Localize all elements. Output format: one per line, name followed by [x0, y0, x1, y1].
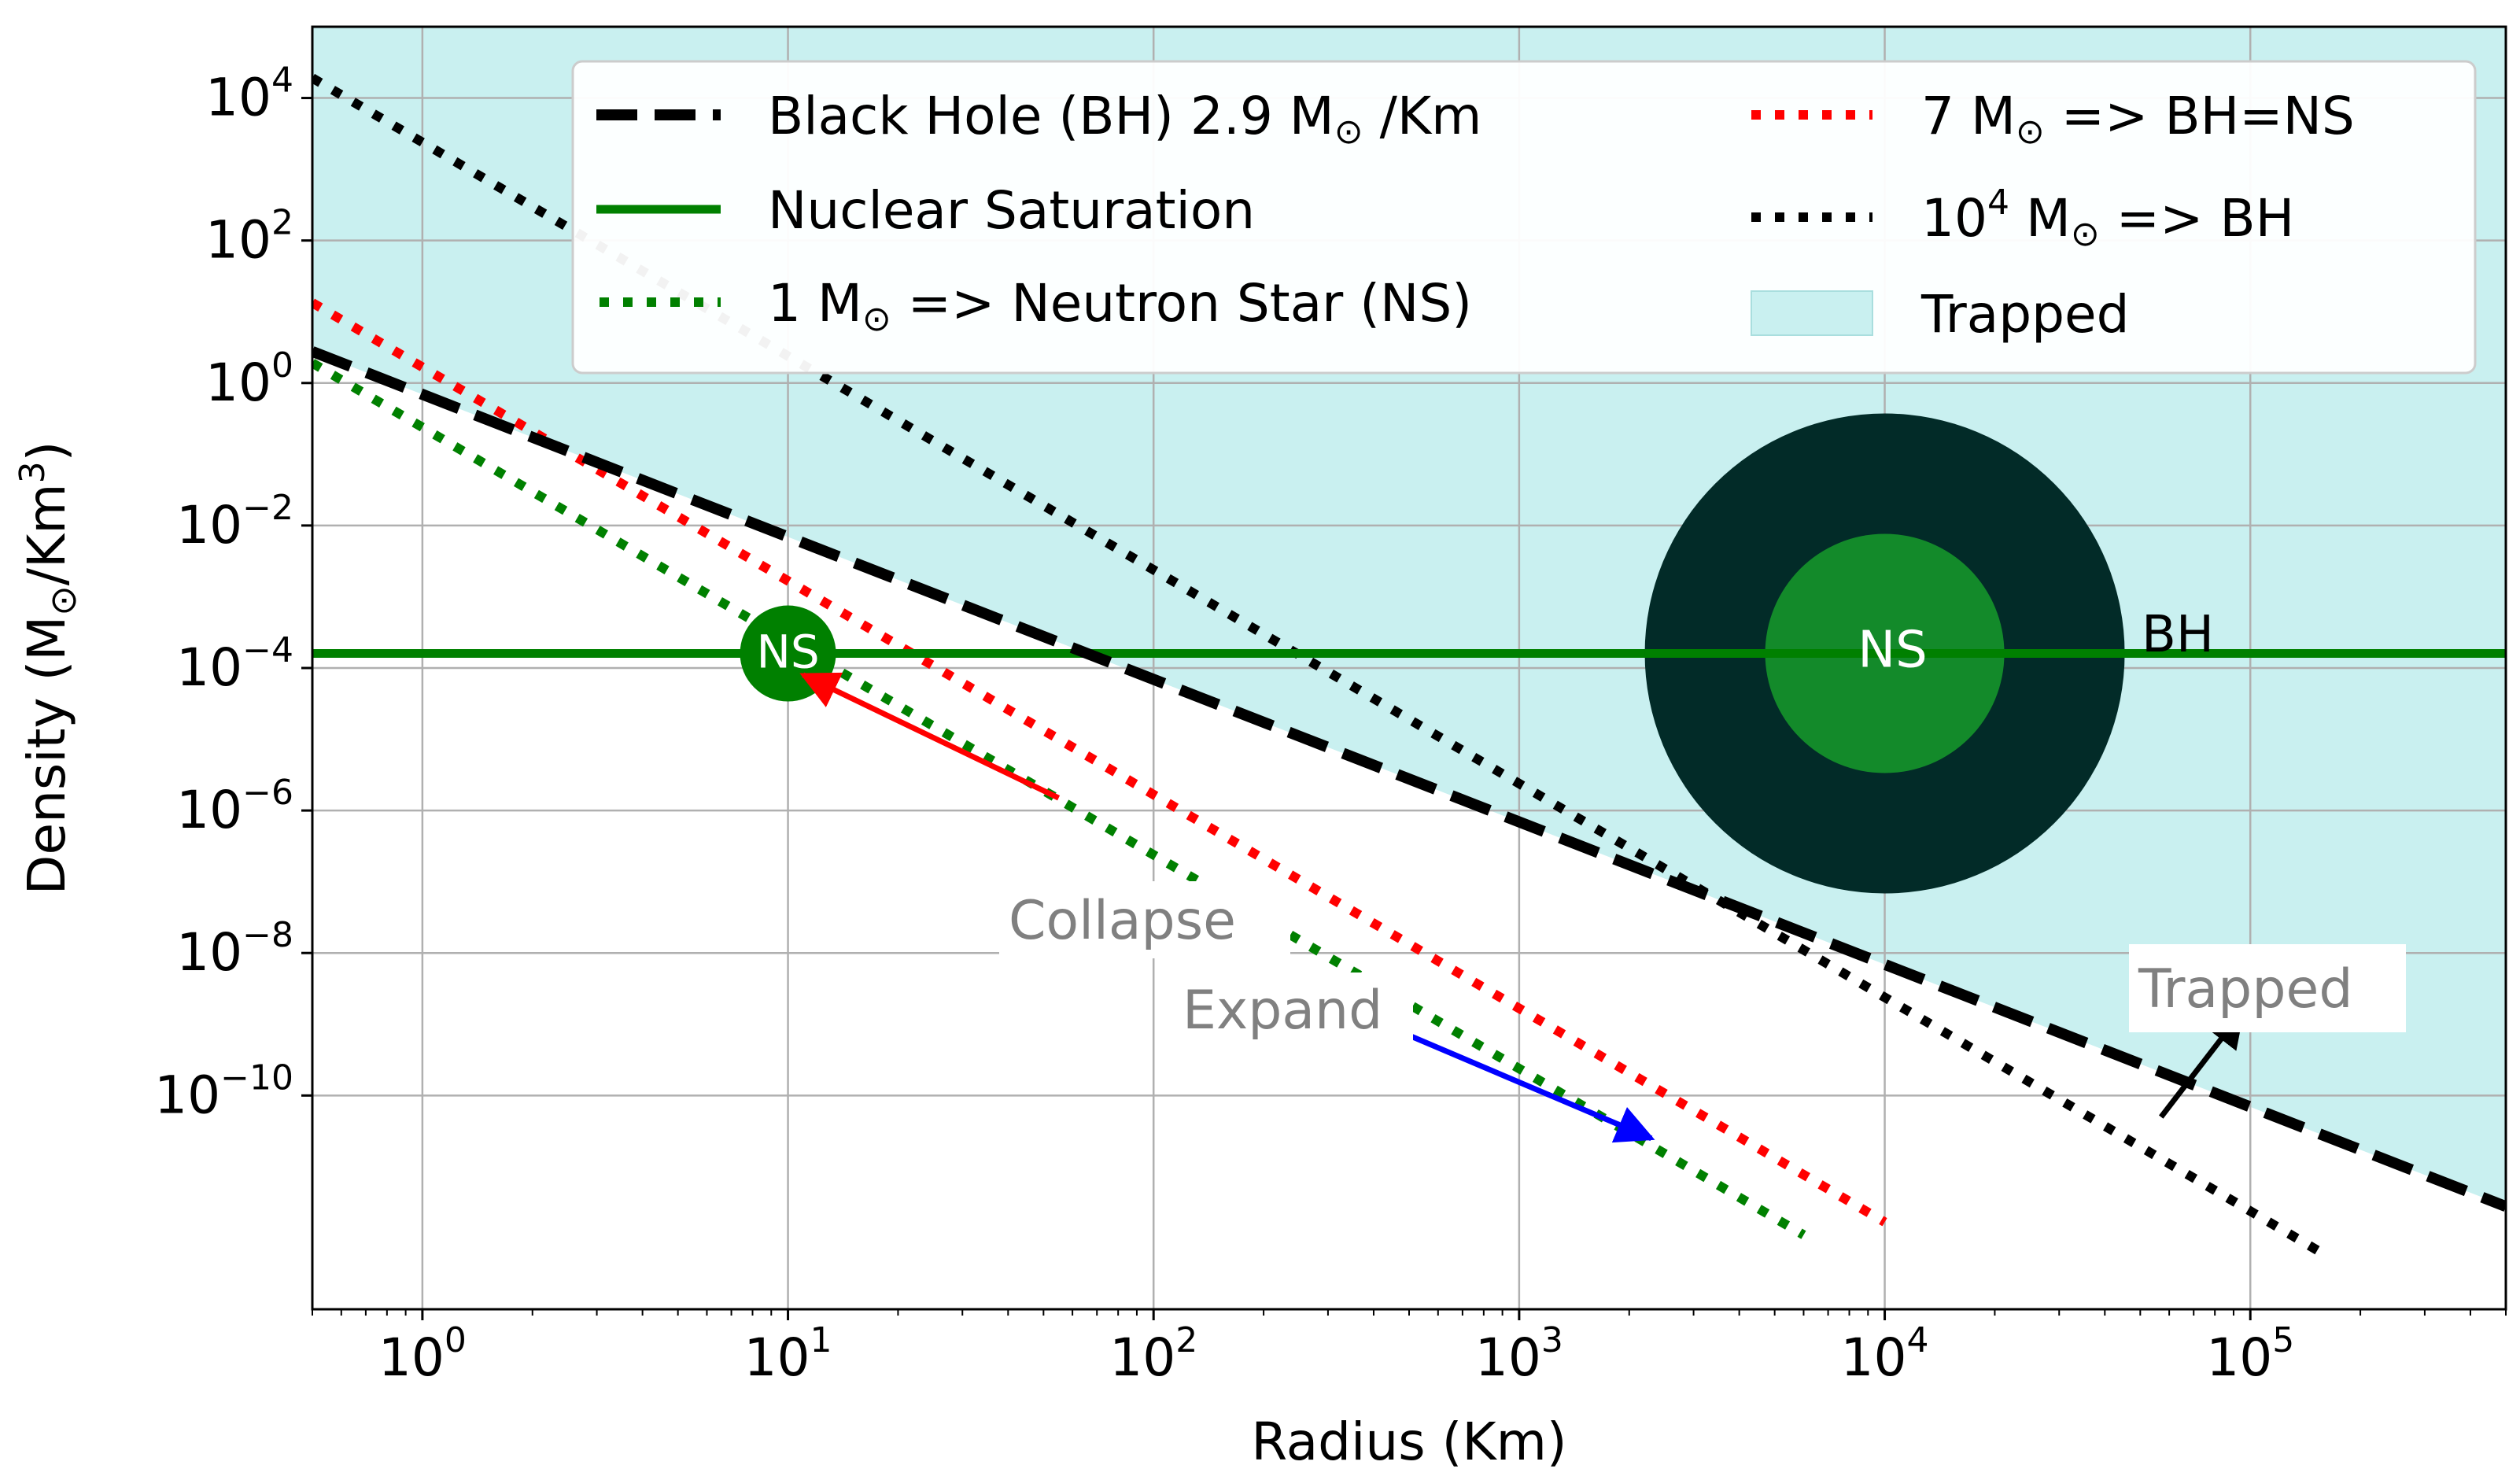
y-tick-label-base-0: 10 — [154, 1065, 220, 1125]
y-tick-label-2: 10−6 — [176, 773, 293, 840]
y-axis-label-sun: ⊙ — [42, 585, 84, 616]
bh-diagram-label: BH — [2142, 606, 2214, 664]
series-bh7 — [312, 298, 1887, 1227]
legend-label-bh1e4-base: 10 — [1921, 188, 1987, 249]
ns-diagram-label: NS — [1858, 622, 1928, 680]
y-axis-label-close: ) — [17, 441, 77, 462]
series-layer — [312, 73, 2506, 1259]
x-tick-label-exp-3: 3 — [1541, 1320, 1563, 1360]
y-tick-label-base-4: 10 — [176, 495, 242, 555]
legend-label-bh1e4-exp: 4 — [1987, 183, 2009, 223]
x-tick-label-exp-0: 0 — [445, 1320, 467, 1360]
legend-label-bh-name: Black Hole (BH) 2.9 M — [768, 86, 1334, 146]
trapped-box-label: Trapped — [2138, 958, 2353, 1020]
legend-label-ns1-suffix: => Neutron Star (NS) — [891, 273, 1472, 334]
x-tick-label-exp-1: 1 — [810, 1320, 832, 1360]
legend-label-ns1-name: 1 M — [768, 273, 862, 334]
legend-label-bh7-suffix: => BH=NS — [2045, 86, 2355, 146]
x-tick-label-base-3: 10 — [1475, 1327, 1541, 1388]
y-tick-label-base-2: 10 — [176, 780, 242, 840]
collapse-label-bg — [999, 881, 1290, 958]
y-tick-label-0: 10−10 — [154, 1057, 293, 1125]
y-tick-label-exp-0: −10 — [220, 1057, 293, 1098]
y-tick-label-exp-4: −2 — [242, 488, 293, 528]
legend-label-bh: Black Hole (BH) 2.9 M⊙ /Km — [768, 86, 1481, 152]
y-tick-label-exp-7: 4 — [271, 61, 293, 101]
legend-label-bh1e4: 104 M⊙ => BH — [1921, 183, 2294, 254]
legend-label-trapped: Trapped — [1920, 284, 2129, 345]
x-tick-label-base-1: 10 — [744, 1327, 810, 1388]
x-tick-label-exp-4: 4 — [1907, 1320, 1929, 1360]
y-tick-label-6: 102 — [205, 203, 293, 271]
expand-label: Expand — [1183, 980, 1382, 1042]
x-tick-label-exp-5: 5 — [2272, 1320, 2294, 1360]
legend-label-nuc: Nuclear Saturation — [768, 180, 1255, 241]
y-axis-label-unit: /Km — [17, 483, 77, 585]
x-tick-label-0: 100 — [378, 1320, 467, 1388]
x-tick-label-5: 105 — [2206, 1320, 2294, 1388]
legend: Black Hole (BH) 2.9 M⊙ /Km Nuclear Satur… — [571, 60, 2477, 375]
legend-label-bh7-sun: ⊙ — [2016, 112, 2045, 152]
trapped-box-bg — [2129, 944, 2406, 1032]
x-tick-label-base-5: 10 — [2206, 1327, 2272, 1388]
legend-label-bh1e4-sun: ⊙ — [2071, 214, 2100, 254]
y-tick-label-exp-1: −8 — [242, 915, 293, 955]
y-tick-label-base-1: 10 — [176, 922, 242, 983]
y-tick-label-1: 10−8 — [176, 915, 293, 983]
ticks: 100 101 102 103 104 10510−1010−810−610−410−21… — [154, 61, 2507, 1388]
x-tick-label-1: 101 — [744, 1320, 832, 1388]
y-tick-label-exp-3: −4 — [242, 630, 293, 670]
legend-label-bh-sun: ⊙ — [1334, 112, 1363, 152]
y-tick-label-exp-6: 2 — [271, 203, 293, 243]
series-bh — [312, 346, 2506, 1212]
legend-label-ns1-sun: ⊙ — [862, 299, 891, 339]
series-ns1 — [312, 359, 1806, 1239]
legend-box — [571, 60, 2477, 375]
legend-label-bh-suffix: /Km — [1363, 86, 1482, 146]
y-tick-label-base-5: 10 — [205, 352, 271, 413]
legend-label-bh7: 7 M⊙ => BH=NS — [1921, 86, 2355, 152]
legend-swatch-trapped — [1751, 290, 1873, 336]
y-tick-label-5: 100 — [205, 345, 293, 413]
x-tick-label-base-4: 10 — [1841, 1327, 1907, 1388]
legend-label-bh1e4-name: M — [2009, 188, 2071, 249]
y-axis-label: Density (M⊙/Km3) — [13, 441, 84, 895]
x-tick-label-4: 104 — [1841, 1320, 1929, 1388]
y-tick-label-7: 104 — [205, 61, 293, 128]
x-tick-label-base-2: 10 — [1109, 1327, 1175, 1388]
x-tick-label-2: 102 — [1109, 1320, 1197, 1388]
y-tick-label-base-7: 10 — [205, 68, 271, 128]
x-tick-label-3: 103 — [1475, 1320, 1563, 1388]
legend-label-ns1: 1 M⊙ => Neutron Star (NS) — [768, 273, 1472, 339]
ns-marker-label: NS — [756, 626, 819, 679]
y-axis-label-exp: 3 — [13, 461, 53, 483]
expand-label-bg — [1172, 973, 1413, 1050]
series-bh1e4 — [312, 73, 2328, 1259]
x-tick-label-base-0: 10 — [378, 1327, 445, 1388]
y-tick-label-exp-2: −6 — [242, 773, 293, 813]
y-tick-label-exp-5: 0 — [271, 345, 293, 386]
x-axis-label: Radius (Km) — [1251, 1412, 1566, 1472]
y-tick-label-base-6: 10 — [205, 210, 271, 271]
legend-label-bh1e4-suffix: => BH — [2100, 188, 2294, 249]
collapse-label: Collapse — [1009, 890, 1236, 952]
y-tick-label-base-3: 10 — [176, 637, 242, 698]
expand-arrow — [1368, 1016, 1655, 1143]
y-tick-label-4: 10−2 — [176, 488, 293, 555]
legend-label-bh7-name: 7 M — [1921, 86, 2016, 146]
y-axis-label-main: Density (M — [17, 616, 77, 895]
y-tick-label-3: 10−4 — [176, 630, 293, 698]
collapse-arrow — [799, 672, 1061, 801]
x-tick-label-exp-2: 2 — [1175, 1320, 1197, 1360]
